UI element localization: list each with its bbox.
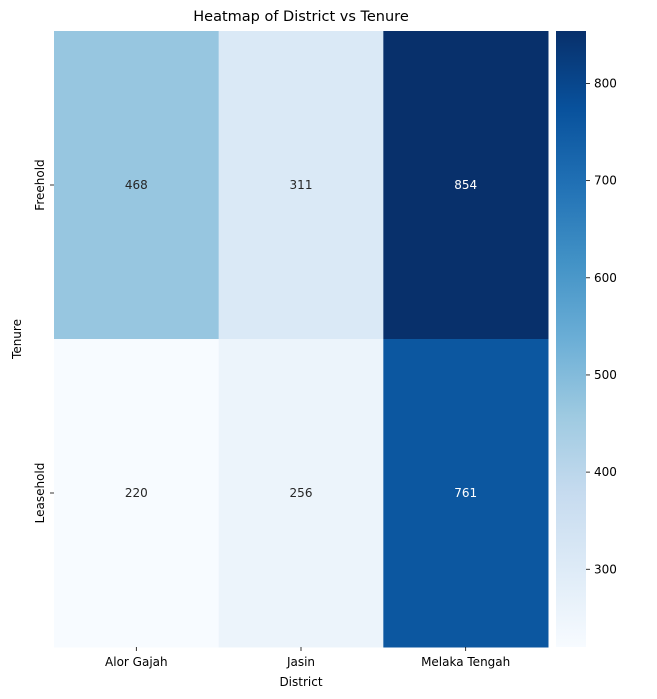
cell-value-label: 311 (290, 178, 313, 192)
x-axis-label: District (279, 675, 322, 689)
cell-annotations: 468 311 854 220 256 761 (125, 178, 477, 500)
heatmap-cell (383, 31, 549, 340)
colorbar-ticks: 300 400 500 600 700 800 (586, 76, 617, 576)
colorbar-tick-label: 800 (594, 76, 617, 90)
y-axis-ticks: Freehold Leasehold (33, 159, 54, 523)
x-tick-label: Melaka Tengah (421, 655, 510, 669)
heatmap-cell (383, 339, 549, 648)
colorbar-tick-label: 500 (594, 368, 617, 382)
heatmap-cell (218, 31, 384, 340)
heatmap-cell (54, 31, 220, 340)
chart-title: Heatmap of District vs Tenure (193, 9, 409, 25)
cell-value-label: 256 (290, 486, 313, 500)
cell-value-label: 468 (125, 178, 148, 192)
x-tick-label: Alor Gajah (105, 655, 168, 669)
y-axis-label: Tenure (10, 319, 24, 360)
y-tick-label: Leasehold (33, 463, 47, 524)
heatmap-cell (54, 339, 220, 648)
colorbar-tick-label: 300 (594, 562, 617, 576)
colorbar (556, 31, 586, 647)
cell-value-label: 854 (454, 178, 477, 192)
cell-value-label: 220 (125, 486, 148, 500)
x-tick-label: Jasin (286, 655, 315, 669)
colorbar-tick-label: 700 (594, 174, 617, 188)
heatmap-cell (218, 339, 384, 648)
y-tick-label: Freehold (33, 159, 47, 210)
colorbar-tick-label: 600 (594, 271, 617, 285)
heatmap-cells (54, 31, 549, 648)
x-axis-ticks: Alor Gajah Jasin Melaka Tengah (105, 647, 510, 669)
colorbar-tick-label: 400 (594, 465, 617, 479)
cell-value-label: 761 (454, 486, 477, 500)
